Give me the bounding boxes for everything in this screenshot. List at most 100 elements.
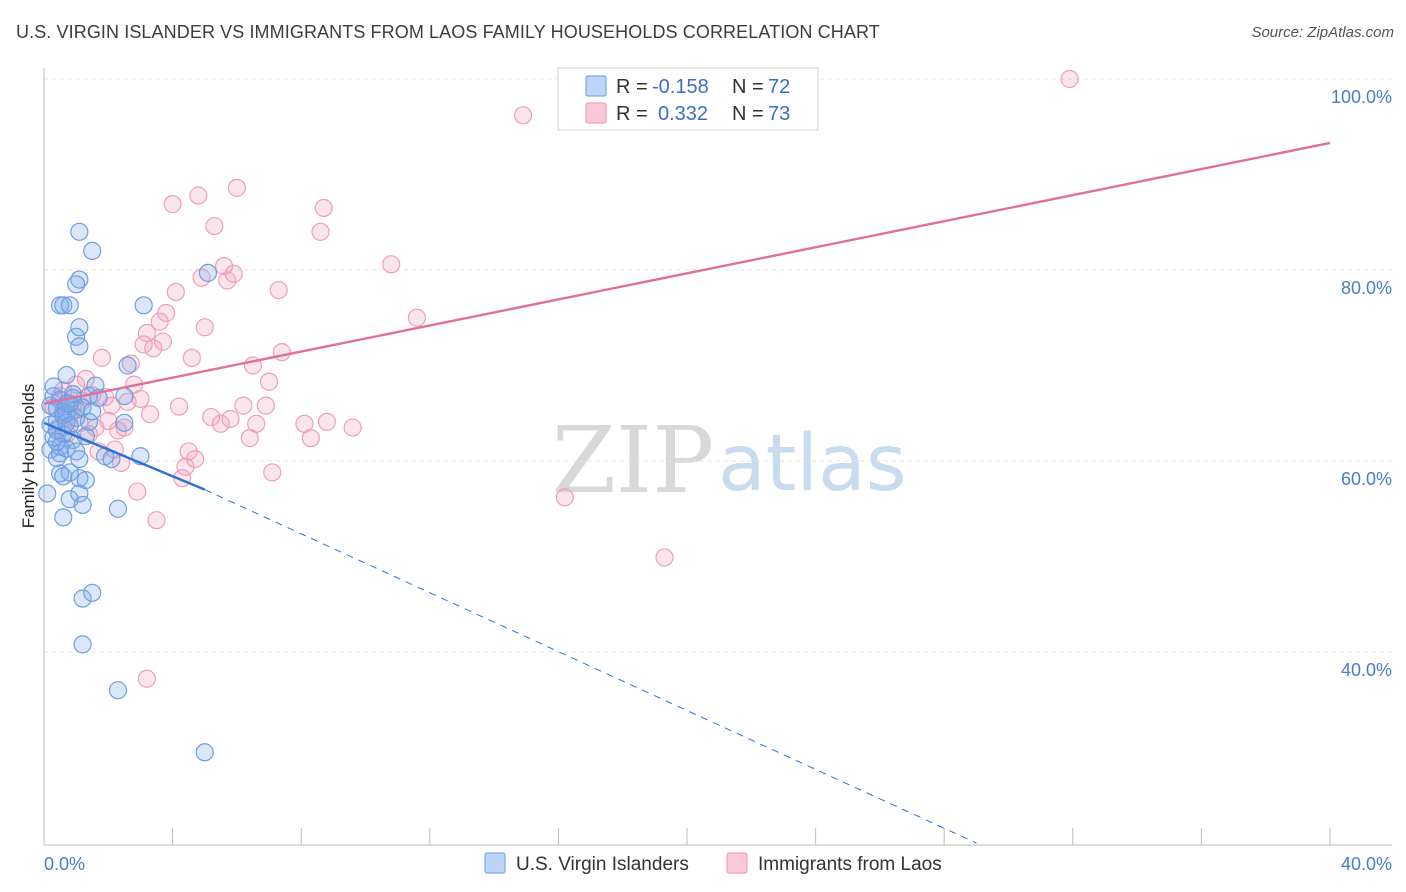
y-axis-label: Family Households [19, 384, 38, 529]
point-laos [263, 463, 282, 482]
point-laos [121, 354, 140, 373]
point-laos [214, 257, 234, 276]
point-virgin-islanders [73, 495, 92, 515]
y-tick-label: 100.0% [1331, 87, 1392, 107]
point-laos [202, 407, 221, 427]
y-tick-label: 40.0% [1341, 660, 1392, 680]
point-virgin-islanders [54, 296, 73, 315]
x-ticks [43, 828, 1331, 845]
point-virgin-islanders [134, 296, 153, 315]
point-virgin-islanders [118, 356, 137, 375]
grid-lines [44, 78, 1392, 653]
axes [43, 68, 1392, 846]
point-laos [137, 323, 156, 343]
point-laos [205, 216, 224, 236]
source-label: Source: ZipAtlas.com [1251, 24, 1394, 41]
series-virgin-islanders-points [38, 222, 218, 762]
point-virgin-islanders [108, 681, 128, 700]
point-virgin-islanders [115, 386, 134, 406]
correlation-legend: R = -0.158 N = 72 R = 0.332 N = 73 [557, 67, 819, 131]
point-laos [259, 372, 279, 391]
point-laos [382, 255, 401, 274]
point-virgin-islanders [83, 583, 102, 602]
point-virgin-islanders [73, 589, 92, 608]
point-laos [256, 396, 275, 415]
legend-n-value-1: 72 [768, 76, 790, 98]
y-tick-label: 60.0% [1341, 469, 1392, 489]
point-virgin-islanders [54, 508, 73, 527]
chart-title: U.S. VIRGIN ISLANDER VS IMMIGRANTS FROM … [16, 22, 880, 42]
legend-swatch-pink [585, 102, 607, 124]
point-virgin-islanders [60, 463, 79, 482]
point-laos [1060, 69, 1079, 89]
x-tick-label-max: 40.0% [1341, 854, 1392, 874]
series-laos-points [44, 69, 1079, 688]
watermark-atlas: atlas [718, 419, 907, 509]
point-laos [221, 409, 240, 429]
trend-line-virgin-islanders [43, 421, 206, 491]
trend-lines [43, 141, 1331, 844]
point-laos [555, 488, 574, 507]
point-virgin-islanders [38, 484, 57, 503]
point-laos [182, 348, 201, 367]
legend-swatch-blue [585, 75, 607, 97]
point-virgin-islanders [60, 296, 79, 315]
point-laos [227, 178, 246, 197]
point-laos [166, 282, 185, 302]
y-tick-labels: 40.0% 60.0% 80.0% 100.0% [1331, 87, 1392, 680]
legend-item-laos-swatch [726, 852, 748, 874]
point-laos [218, 271, 237, 290]
point-laos [234, 396, 253, 415]
point-virgin-islanders [108, 499, 128, 518]
point-laos [272, 343, 292, 362]
point-virgin-islanders [57, 365, 76, 385]
point-virgin-islanders [70, 318, 89, 337]
legend-r-label-2: R = [616, 103, 648, 125]
point-laos [317, 412, 337, 431]
legend-n-label-1: N = [732, 76, 764, 98]
point-laos [311, 222, 330, 241]
point-laos [301, 428, 320, 448]
legend-item-virgin-islanders: U.S. Virgin Islanders [516, 854, 689, 875]
point-laos [131, 389, 150, 409]
point-laos [269, 280, 288, 300]
point-laos [247, 414, 266, 433]
point-laos [137, 669, 156, 688]
series-legend: U.S. Virgin Islanders Immigrants from La… [484, 852, 942, 875]
point-laos [189, 186, 208, 205]
legend-r-value-1: -0.158 [652, 76, 709, 98]
legend-r-value-2: 0.332 [658, 103, 708, 125]
point-laos [76, 369, 95, 388]
point-laos [128, 482, 147, 501]
point-virgin-islanders [70, 449, 89, 469]
point-virgin-islanders [47, 432, 66, 451]
point-virgin-islanders [67, 275, 86, 294]
point-virgin-islanders [50, 464, 70, 483]
point-laos [67, 375, 86, 394]
trend-line-laos [43, 141, 1331, 405]
legend-item-virgin-islanders-swatch [484, 852, 506, 874]
point-laos [655, 548, 674, 567]
point-laos [179, 442, 198, 461]
watermark-zip: ZIP [552, 407, 714, 514]
trend-line-virgin-islanders-extrapolated [204, 489, 977, 844]
point-virgin-islanders [67, 327, 86, 346]
point-laos [195, 318, 214, 337]
point-laos [144, 339, 163, 358]
point-laos [343, 418, 362, 437]
point-laos [115, 418, 134, 437]
point-virgin-islanders [83, 241, 102, 260]
legend-r-label-1: R = [616, 76, 648, 98]
point-laos [157, 303, 176, 323]
point-virgin-islanders [79, 412, 99, 431]
legend-item-laos: Immigrants from Laos [758, 854, 942, 875]
point-virgin-islanders [198, 263, 218, 282]
point-virgin-islanders [195, 743, 214, 762]
point-laos [211, 414, 230, 433]
point-laos [314, 198, 333, 218]
point-virgin-islanders [115, 413, 134, 432]
point-laos [176, 457, 195, 476]
point-virgin-islanders [70, 337, 89, 356]
point-laos [92, 348, 111, 367]
